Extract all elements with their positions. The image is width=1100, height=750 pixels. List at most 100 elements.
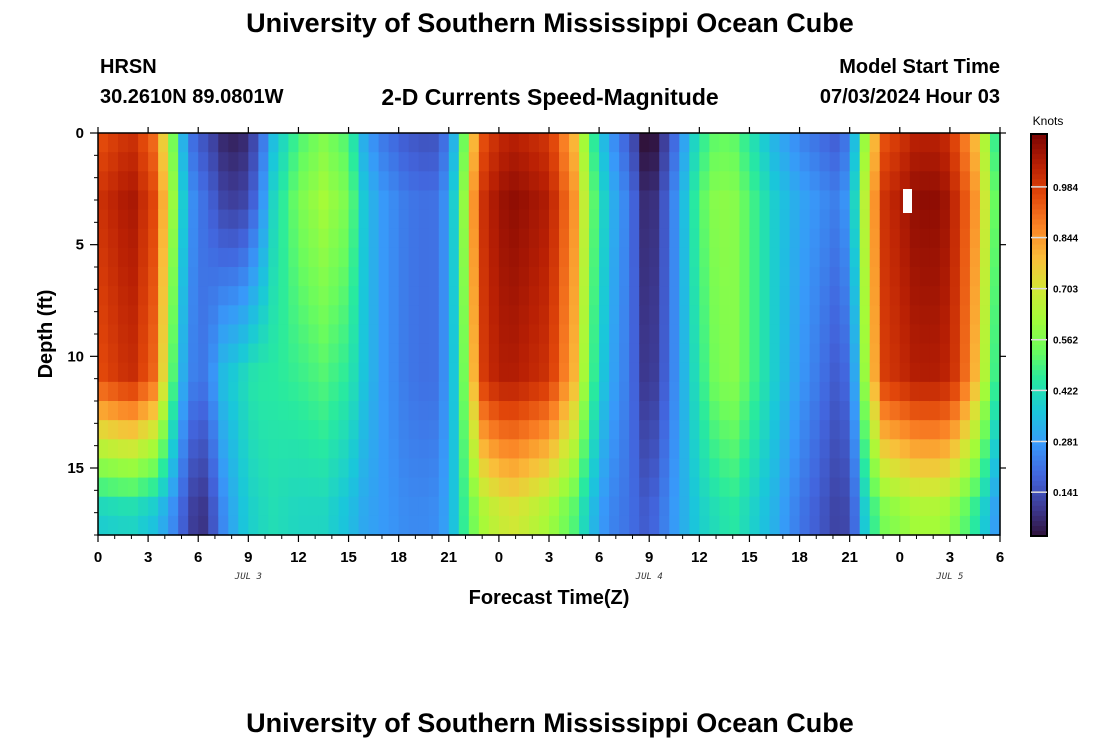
heatmap-cell (659, 362, 670, 383)
heatmap-cell (749, 133, 761, 153)
heatmap-cell (859, 228, 871, 249)
heatmap-cell (348, 247, 360, 268)
heatmap-cell (468, 247, 480, 268)
heatmap-cell (238, 152, 249, 172)
heatmap-cell (929, 133, 941, 153)
heatmap-cell (318, 477, 330, 498)
heatmap-cell (488, 171, 500, 192)
heatmap-cell (328, 190, 340, 211)
heatmap-cell (699, 133, 710, 153)
heatmap-cell (589, 209, 600, 230)
heatmap-cell (518, 324, 530, 345)
heatmap-cell (128, 247, 139, 268)
heatmap-cell (268, 324, 279, 345)
heatmap-cell (458, 324, 470, 345)
heatmap-cell (739, 362, 751, 383)
heatmap-cell (268, 420, 279, 440)
heatmap-cell (518, 381, 530, 402)
heatmap-cell (839, 324, 851, 345)
heatmap-cell (979, 401, 991, 421)
heatmap-cell (819, 286, 831, 306)
heatmap-cell (889, 324, 901, 345)
heatmap-cell (629, 267, 640, 287)
heatmap-cell (278, 324, 290, 345)
heatmap-cell (168, 171, 179, 192)
heatmap-cell (659, 420, 670, 440)
heatmap-cell (759, 152, 771, 172)
heatmap-cell (538, 152, 550, 172)
heatmap-cell (498, 171, 510, 192)
heatmap-cell (218, 477, 229, 498)
heatmap-cell (769, 458, 781, 479)
heatmap-cell (879, 209, 891, 230)
heatmap-cell (458, 439, 470, 460)
heatmap-cell (488, 420, 500, 440)
heatmap-cell (639, 343, 650, 364)
heatmap-cell (508, 286, 520, 306)
heatmap-cell (819, 458, 831, 479)
heatmap-cell (458, 171, 470, 192)
heatmap-cell (829, 152, 841, 172)
heatmap-cell (679, 401, 690, 421)
heatmap-cell (358, 401, 370, 421)
heatmap-cell (438, 458, 450, 479)
heatmap-cell (148, 515, 159, 536)
heatmap-cell (699, 343, 710, 364)
heatmap-cell (538, 133, 550, 153)
heatmap-cell (599, 209, 610, 230)
colorbar-tick-label: 0.422 (1053, 386, 1078, 397)
heatmap-cell (138, 133, 149, 153)
heatmap-cell (669, 267, 680, 287)
heatmap-cell (959, 401, 971, 421)
heatmap-cell (719, 343, 730, 364)
heatmap-cell (248, 190, 259, 211)
colorbar-segment (1031, 204, 1047, 210)
heatmap-cell (859, 458, 871, 479)
heatmap-cell (579, 133, 590, 153)
heatmap-cell (428, 190, 440, 211)
heatmap-cell (408, 171, 420, 192)
colorbar-segment (1031, 455, 1047, 462)
heatmap-cell (378, 515, 390, 536)
heatmap-cell (98, 209, 109, 230)
heatmap-cell (228, 209, 239, 230)
heatmap-cell (559, 381, 570, 402)
heatmap-cell (949, 439, 961, 460)
heatmap-cell (298, 458, 310, 479)
heatmap-cell (498, 152, 510, 172)
heatmap-cell (258, 247, 269, 268)
heatmap-cell (969, 515, 981, 536)
heatmap-cell (799, 152, 811, 172)
heatmap-cell (138, 420, 149, 440)
heatmap-cell (949, 171, 961, 192)
heatmap-cell (128, 267, 139, 287)
colorbar-segment (1031, 430, 1047, 437)
heatmap-cell (128, 133, 139, 153)
heatmap-cell (709, 477, 720, 498)
heatmap-cell (528, 286, 540, 306)
heatmap-cell (418, 458, 430, 479)
heatmap-cell (549, 152, 560, 172)
heatmap-cell (138, 171, 149, 192)
heatmap-cell (929, 458, 941, 479)
heatmap-cell (488, 228, 500, 249)
heatmap-cell (869, 324, 881, 345)
colorbar-segment (1031, 335, 1047, 341)
heatmap-cell (809, 209, 821, 230)
heatmap-cell (619, 152, 630, 172)
heatmap-cell (859, 171, 871, 192)
heatmap-cell (839, 247, 851, 268)
heatmap-cell (929, 477, 941, 498)
heatmap-cell (308, 420, 320, 440)
heatmap-cell (138, 209, 149, 230)
heatmap-cell (198, 305, 209, 326)
heatmap-cell (909, 209, 921, 230)
heatmap-cell (979, 343, 991, 364)
heatmap-cell (989, 228, 1001, 249)
heatmap-cell (899, 305, 911, 326)
heatmap-cell (318, 190, 330, 211)
heatmap-cell (779, 267, 791, 287)
heatmap-cell (318, 133, 330, 153)
heatmap-cell (408, 267, 420, 287)
heatmap-cell (518, 477, 530, 498)
